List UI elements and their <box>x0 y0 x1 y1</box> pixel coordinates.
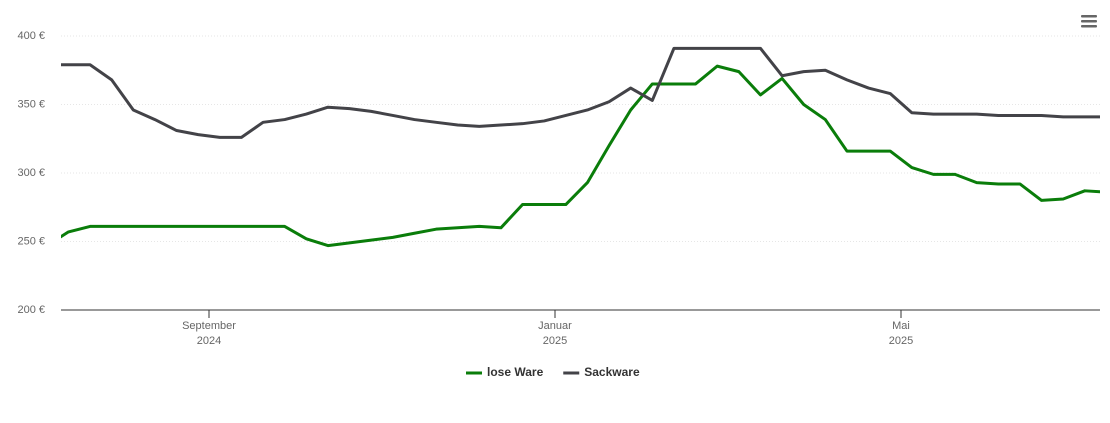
legend-label: Sackware <box>584 365 640 379</box>
legend-item[interactable]: Sackware <box>563 365 640 379</box>
plot-area <box>61 46 1100 248</box>
legend-label: lose Ware <box>487 365 544 379</box>
x-tick-label: Januar <box>538 320 572 332</box>
y-tick-label: 300 € <box>17 167 45 179</box>
y-tick-label: 250 € <box>17 235 45 247</box>
x-tick-label: September <box>182 320 236 332</box>
x-tick-label: 2025 <box>889 335 913 347</box>
menu-button[interactable] <box>1081 15 1097 28</box>
y-tick-label: 200 € <box>17 304 45 316</box>
x-tick-label: 2024 <box>197 335 221 347</box>
x-tick-label: Mai <box>892 320 910 332</box>
legend-item[interactable]: lose Ware <box>466 365 544 379</box>
line-series <box>61 64 1100 248</box>
x-tick-label: 2025 <box>543 335 567 347</box>
line-series <box>61 46 1100 139</box>
y-tick-label: 400 € <box>17 30 45 42</box>
y-tick-label: 350 € <box>17 98 45 110</box>
